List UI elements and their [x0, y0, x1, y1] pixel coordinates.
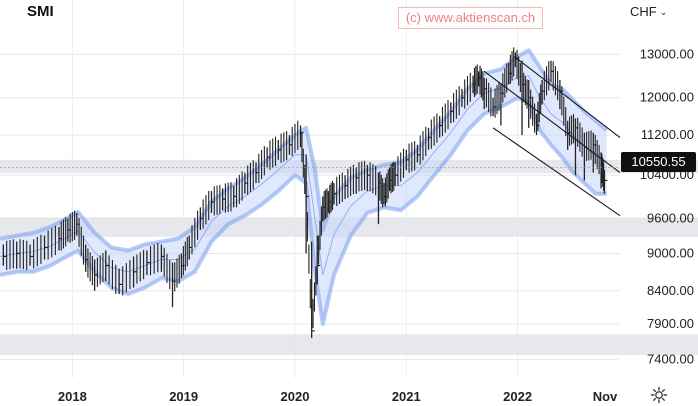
watermark: (c) www.aktienscan.ch: [398, 7, 543, 29]
y-tick-label: 7400.00: [647, 351, 694, 366]
y-tick-label: 11200.00: [641, 127, 694, 142]
y-tick-label: 12000.00: [640, 90, 694, 105]
y-tick-label: 9000.00: [647, 245, 694, 260]
trend-channel-line: [513, 56, 621, 138]
trend-channel-line: [483, 70, 621, 174]
x-tick-label: 2018: [58, 389, 87, 404]
x-tick-label: Nov: [593, 389, 618, 404]
currency-selector[interactable]: CHF ⌄: [630, 4, 667, 19]
highlight-zone: [0, 334, 698, 356]
currency-label: CHF: [630, 4, 657, 19]
y-tick-label: 9600.00: [647, 211, 694, 226]
chevron-down-icon: ⌄: [659, 7, 668, 17]
highlight-zone: [0, 159, 698, 174]
chart-title: SMI: [27, 3, 54, 20]
x-tick-label: 2019: [169, 389, 198, 404]
gear-icon[interactable]: [650, 386, 668, 404]
y-tick-label: 7900.00: [647, 316, 694, 331]
x-tick-label: 2021: [392, 389, 421, 404]
last-price-label: 10550.55: [621, 152, 696, 172]
band-fill: [0, 50, 607, 325]
y-tick-label: 13000.00: [640, 46, 694, 61]
y-tick-label: 8400.00: [647, 283, 694, 298]
band-upper-line: [0, 48, 608, 253]
price-bars: [2, 47, 608, 338]
x-tick-label: 2022: [503, 389, 532, 404]
trend-channel-line: [492, 127, 621, 217]
x-tick-label: 2020: [281, 389, 310, 404]
